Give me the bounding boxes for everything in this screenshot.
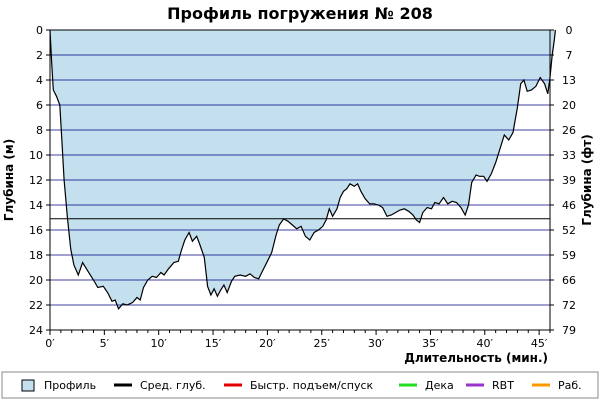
left-tick-label: 24 xyxy=(29,324,43,337)
right-tick-label: 46 xyxy=(562,199,576,212)
x-axis-label: Длительность (мин.) xyxy=(404,351,548,365)
left-tick-label: 8 xyxy=(36,124,43,137)
x-tick-label: 0′ xyxy=(45,337,55,350)
legend-item: Быстр. подъем/спуск xyxy=(224,379,374,392)
left-tick-label: 0 xyxy=(36,24,43,37)
right-tick-label: 7 xyxy=(566,49,573,62)
legend: Профиль Сред. глуб. Быстр. подъем/спуск Дек… xyxy=(1,371,599,399)
left-tick-label: 18 xyxy=(29,249,43,262)
x-tick-label: 45′ xyxy=(531,337,548,350)
right-tick-label: 66 xyxy=(562,274,576,287)
y-axis-label-right: Глубина (фт) xyxy=(580,134,594,225)
right-tick-label: 26 xyxy=(562,124,576,137)
left-tick-label: 10 xyxy=(29,149,43,162)
left-tick-label: 22 xyxy=(29,299,43,312)
legend-swatch xyxy=(21,379,35,392)
right-tick-label: 72 xyxy=(562,299,576,312)
right-tick-label: 20 xyxy=(562,99,576,112)
right-tick-label: 59 xyxy=(562,249,576,262)
legend-label: Профиль xyxy=(44,379,96,392)
legend-label: Сред. глуб. xyxy=(140,379,206,392)
legend-item: Раб. xyxy=(532,379,582,392)
right-tick-label: 52 xyxy=(562,224,576,237)
chart-title: Профиль погружения № 208 xyxy=(167,4,433,23)
x-axis-ticks: 0′ 5′ 10′ 15′ 20′ 25′ 30′ 35′ 40′ 45′ xyxy=(45,330,551,350)
gridlines xyxy=(50,54,550,306)
x-tick-label: 5′ xyxy=(100,337,110,350)
left-tick-label: 12 xyxy=(29,174,43,187)
left-tick-label: 6 xyxy=(36,99,43,112)
plot-area xyxy=(49,29,556,331)
profile-area xyxy=(50,30,556,309)
left-tick-label: 16 xyxy=(29,224,43,237)
legend-item: Сред. глуб. xyxy=(114,379,206,392)
x-tick-label: 30′ xyxy=(368,337,385,350)
legend-item: Дека xyxy=(399,379,454,392)
left-tick-label: 20 xyxy=(29,274,43,287)
right-tick-label: 33 xyxy=(562,149,576,162)
x-tick-label: 10′ xyxy=(150,337,167,350)
left-tick-label: 2 xyxy=(36,49,43,62)
profile-line xyxy=(49,29,556,310)
x-tick-label: 40′ xyxy=(477,337,494,350)
legend-item: Профиль xyxy=(21,379,96,392)
legend-label: Дека xyxy=(425,379,454,392)
legend-label: RBT xyxy=(492,379,514,392)
right-axis-ticks: 0 7 13 20 26 33 39 46 52 59 66 72 79 xyxy=(550,24,576,337)
legend-box xyxy=(1,371,599,399)
left-tick-label: 14 xyxy=(29,199,43,212)
x-tick-label: 35′ xyxy=(422,337,439,350)
x-tick-label: 20′ xyxy=(259,337,276,350)
legend-label: Быстр. подъем/спуск xyxy=(250,379,374,392)
y-axis-label-left: Глубина (м) xyxy=(2,139,16,221)
left-tick-label: 4 xyxy=(36,74,43,87)
x-tick-label: 15′ xyxy=(205,337,222,350)
right-tick-label: 13 xyxy=(562,74,576,87)
right-tick-label: 0 xyxy=(566,24,573,37)
right-tick-label: 39 xyxy=(562,174,576,187)
right-tick-label: 79 xyxy=(562,324,576,337)
legend-label: Раб. xyxy=(558,379,582,392)
x-tick-label: 25′ xyxy=(313,337,330,350)
legend-item: RBT xyxy=(466,379,514,392)
